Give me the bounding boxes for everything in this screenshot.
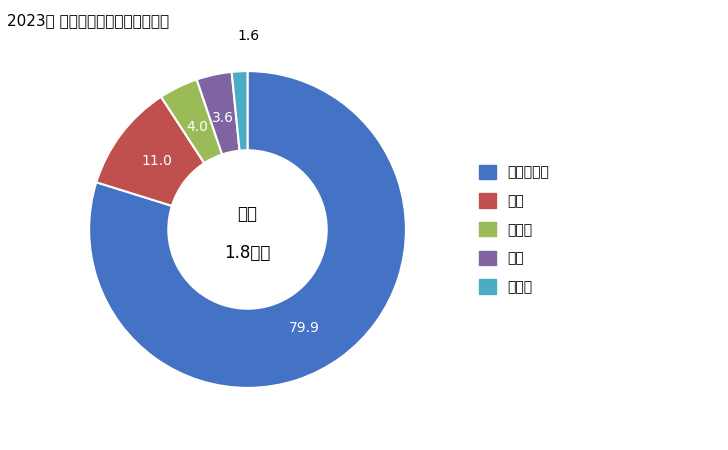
Wedge shape — [197, 72, 240, 154]
Text: 3.6: 3.6 — [213, 111, 234, 125]
Text: 11.0: 11.0 — [141, 153, 172, 168]
Text: 79.9: 79.9 — [289, 321, 320, 335]
Wedge shape — [232, 71, 248, 151]
Text: 4.0: 4.0 — [187, 120, 209, 134]
Text: 2023年 輸入相手国のシェア（％）: 2023年 輸入相手国のシェア（％） — [7, 14, 170, 28]
Wedge shape — [161, 80, 222, 163]
Wedge shape — [89, 71, 406, 388]
Text: 1.8億円: 1.8億円 — [224, 244, 271, 262]
Legend: フィリピン, 中国, ドイツ, 米国, その他: フィリピン, 中国, ドイツ, 米国, その他 — [472, 158, 555, 301]
Text: 総額: 総額 — [237, 205, 258, 223]
Text: 1.6: 1.6 — [238, 30, 260, 44]
Wedge shape — [96, 97, 205, 206]
